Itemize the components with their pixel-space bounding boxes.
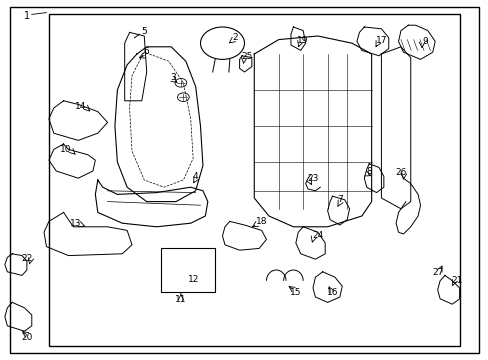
Text: 14: 14: [75, 102, 86, 111]
Text: 10: 10: [60, 145, 72, 154]
Text: 2: 2: [231, 33, 237, 42]
Text: 18: 18: [255, 217, 267, 226]
Bar: [161, 248, 215, 292]
Text: 26: 26: [394, 168, 406, 177]
Text: 20: 20: [21, 333, 33, 342]
Text: 17: 17: [375, 36, 386, 45]
Text: 11: 11: [175, 295, 186, 304]
Text: 13: 13: [70, 219, 81, 228]
Text: 19: 19: [297, 36, 308, 45]
Text: 1: 1: [24, 11, 30, 21]
Text: 15: 15: [289, 288, 301, 297]
Text: 3: 3: [170, 73, 176, 82]
Bar: [49, 14, 459, 346]
Text: 21: 21: [450, 276, 462, 284]
Text: 22: 22: [21, 254, 33, 263]
Text: 23: 23: [306, 174, 318, 183]
Text: 7: 7: [336, 195, 342, 204]
Text: 24: 24: [311, 231, 323, 240]
Text: 6: 6: [143, 47, 149, 56]
Text: 9: 9: [422, 37, 427, 46]
Text: 16: 16: [326, 288, 338, 297]
Text: 8: 8: [366, 166, 371, 176]
Text: 5: 5: [141, 27, 147, 36]
Text: 12: 12: [187, 275, 199, 284]
Text: 25: 25: [241, 53, 252, 62]
Text: 4: 4: [192, 172, 198, 181]
Text: 27: 27: [431, 269, 443, 277]
